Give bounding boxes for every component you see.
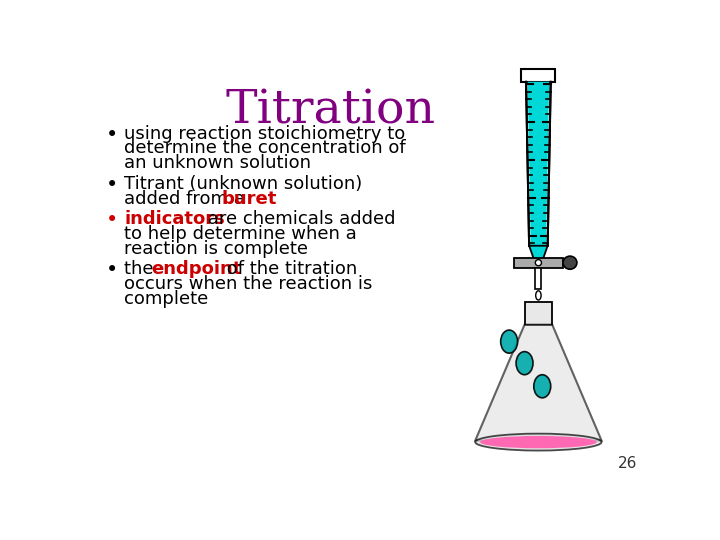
Text: using reaction stoichiometry to: using reaction stoichiometry to [124,125,405,143]
Text: •: • [106,125,118,145]
Ellipse shape [536,291,541,300]
Text: determine the concentration of: determine the concentration of [124,139,406,158]
Polygon shape [525,301,552,325]
Polygon shape [529,246,548,261]
Text: •: • [106,260,118,280]
Ellipse shape [480,436,597,448]
Text: added from a: added from a [124,190,251,207]
Ellipse shape [534,375,551,398]
Polygon shape [514,258,563,268]
Text: indicators: indicators [124,211,225,228]
Text: of the titration: of the titration [221,260,357,279]
Text: Titration: Titration [225,88,436,133]
Ellipse shape [563,256,577,269]
Text: •: • [106,175,118,195]
Ellipse shape [516,352,533,375]
Polygon shape [475,325,601,441]
Text: an unknown solution: an unknown solution [124,154,311,172]
Polygon shape [528,82,549,246]
Text: the: the [124,260,159,279]
Text: endpoint: endpoint [151,260,242,279]
Polygon shape [526,82,551,246]
Ellipse shape [500,330,518,353]
Text: buret: buret [222,190,277,207]
Circle shape [535,260,541,266]
Text: are chemicals added: are chemicals added [202,211,395,228]
Text: reaction is complete: reaction is complete [124,240,308,258]
Ellipse shape [475,434,601,450]
Text: to help determine when a: to help determine when a [124,225,357,243]
Text: occurs when the reaction is: occurs when the reaction is [124,275,372,293]
Polygon shape [521,69,555,82]
Text: Titrant (unknown solution): Titrant (unknown solution) [124,175,362,193]
Text: complete: complete [124,289,208,308]
Text: 26: 26 [618,456,637,471]
Text: •: • [106,211,118,231]
Polygon shape [535,268,541,289]
